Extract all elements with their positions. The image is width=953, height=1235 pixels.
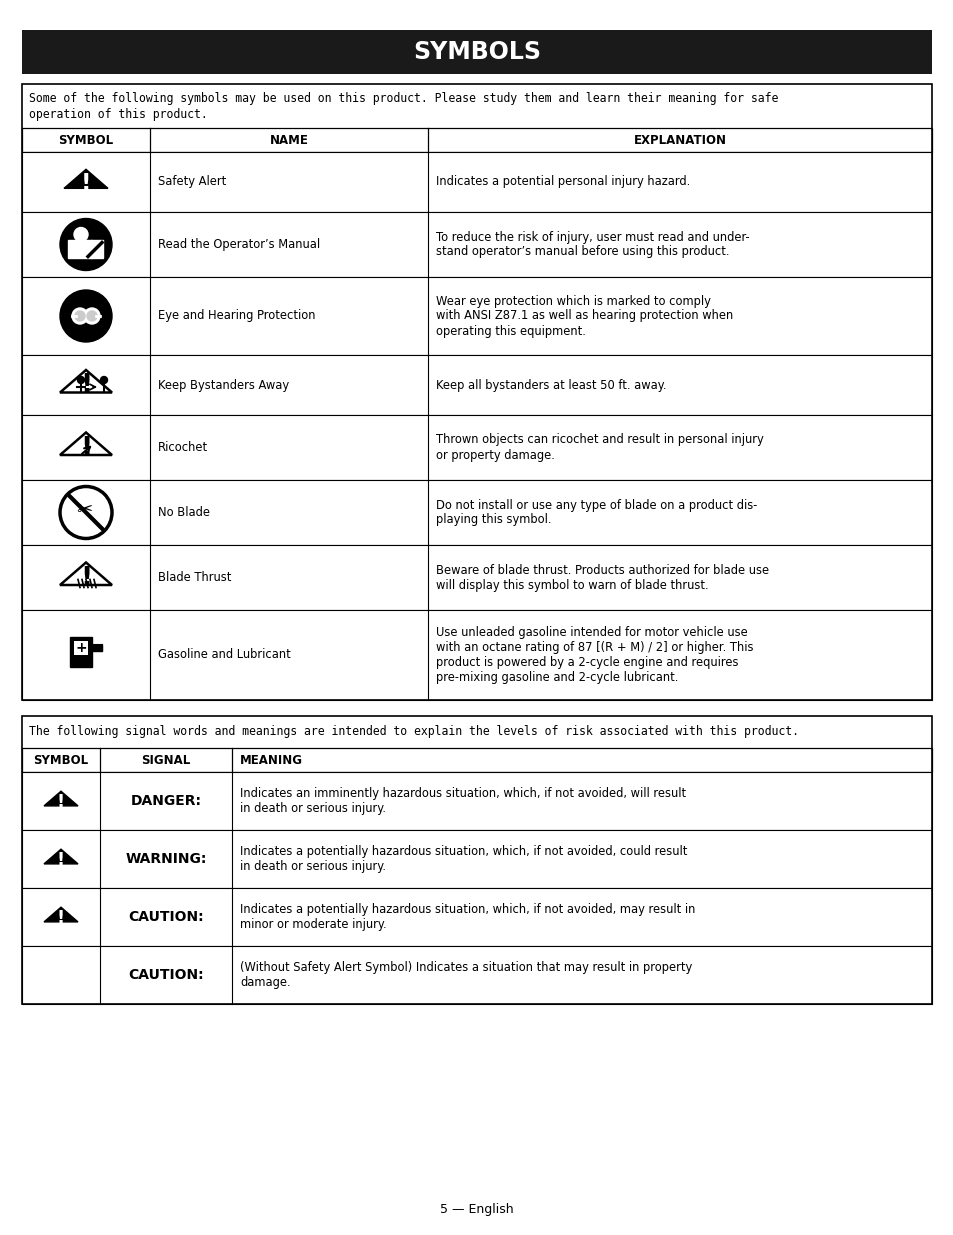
Text: !: !: [80, 373, 92, 399]
Text: EXPLANATION: EXPLANATION: [633, 133, 726, 147]
Text: +: +: [75, 641, 87, 655]
Text: Indicates an imminently hazardous situation, which, if not avoided, will result
: Indicates an imminently hazardous situat…: [240, 787, 685, 815]
Bar: [74, 641, 88, 655]
Text: Keep all bystanders at least 50 ft. away.: Keep all bystanders at least 50 ft. away…: [436, 378, 666, 391]
Bar: [22, 888, 931, 946]
Polygon shape: [44, 908, 78, 921]
Polygon shape: [60, 432, 112, 454]
Text: 5 — English: 5 — English: [439, 1203, 514, 1216]
Bar: [68, 240, 91, 258]
Text: Gasoline and Lubricant: Gasoline and Lubricant: [158, 648, 291, 662]
Text: Do not install or use any type of blade on a product dis-
playing this symbol.: Do not install or use any type of blade …: [436, 499, 757, 526]
Bar: [22, 830, 931, 888]
Circle shape: [84, 308, 100, 324]
Bar: [22, 748, 931, 772]
Text: !: !: [80, 566, 92, 592]
Circle shape: [75, 311, 85, 321]
Circle shape: [100, 377, 108, 384]
Text: operation of this product.: operation of this product.: [29, 107, 208, 121]
Bar: [22, 30, 931, 74]
Text: The following signal words and meanings are intended to explain the levels of ri: The following signal words and meanings …: [29, 725, 799, 739]
Circle shape: [60, 219, 112, 270]
Bar: [22, 480, 931, 545]
Bar: [22, 610, 931, 700]
Text: Thrown objects can ricochet and result in personal injury
or property damage.: Thrown objects can ricochet and result i…: [436, 433, 763, 462]
Text: WARNING:: WARNING:: [125, 852, 207, 866]
Text: Indicates a potentially hazardous situation, which, if not avoided, could result: Indicates a potentially hazardous situat…: [240, 845, 687, 873]
Text: Ricochet: Ricochet: [158, 441, 208, 454]
Polygon shape: [44, 850, 78, 864]
Text: Keep Bystanders Away: Keep Bystanders Away: [158, 378, 289, 391]
Bar: [22, 212, 931, 277]
Circle shape: [60, 290, 112, 342]
Polygon shape: [60, 370, 112, 393]
Bar: [91, 645, 102, 651]
Circle shape: [71, 308, 88, 324]
Bar: [22, 84, 931, 700]
Text: Use unleaded gasoline intended for motor vehicle use
with an octane rating of 87: Use unleaded gasoline intended for motor…: [436, 626, 753, 684]
Circle shape: [87, 311, 97, 321]
Text: SYMBOL: SYMBOL: [58, 133, 113, 147]
Text: MEANING: MEANING: [240, 753, 303, 767]
Circle shape: [74, 227, 88, 242]
Text: No Blade: No Blade: [158, 506, 210, 519]
Polygon shape: [44, 792, 78, 806]
Text: Read the Operator’s Manual: Read the Operator’s Manual: [158, 238, 320, 251]
Bar: [22, 772, 931, 830]
Bar: [22, 415, 931, 480]
Bar: [22, 716, 931, 1004]
Text: Beware of blade thrust. Products authorized for blade use
will display this symb: Beware of blade thrust. Products authori…: [436, 563, 768, 592]
Text: !: !: [81, 172, 91, 195]
Bar: [70, 637, 91, 667]
Text: !: !: [80, 436, 92, 462]
Text: !: !: [57, 851, 65, 868]
Text: SYMBOL: SYMBOL: [33, 753, 89, 767]
Text: Indicates a potentially hazardous situation, which, if not avoided, may result i: Indicates a potentially hazardous situat…: [240, 903, 695, 931]
Bar: [22, 277, 931, 354]
Text: !: !: [57, 793, 65, 811]
Text: SYMBOLS: SYMBOLS: [413, 40, 540, 64]
Text: ✂: ✂: [75, 500, 92, 519]
Polygon shape: [60, 562, 112, 585]
Circle shape: [60, 487, 112, 538]
Bar: [91, 240, 103, 258]
Bar: [22, 354, 931, 415]
Text: Eye and Hearing Protection: Eye and Hearing Protection: [158, 310, 315, 322]
Circle shape: [77, 377, 85, 384]
Text: CAUTION:: CAUTION:: [128, 968, 204, 982]
Text: CAUTION:: CAUTION:: [128, 910, 204, 924]
Text: To reduce the risk of injury, user must read and under-
stand operator’s manual : To reduce the risk of injury, user must …: [436, 231, 749, 258]
Text: DANGER:: DANGER:: [131, 794, 201, 808]
Text: Blade Thrust: Blade Thrust: [158, 571, 232, 584]
Text: Safety Alert: Safety Alert: [158, 175, 226, 189]
Text: Some of the following symbols may be used on this product. Please study them and: Some of the following symbols may be use…: [29, 91, 778, 105]
Text: SIGNAL: SIGNAL: [141, 753, 191, 767]
Text: Indicates a potential personal injury hazard.: Indicates a potential personal injury ha…: [436, 175, 690, 189]
Bar: [22, 946, 931, 1004]
Text: (Without Safety Alert Symbol) Indicates a situation that may result in property
: (Without Safety Alert Symbol) Indicates …: [240, 961, 692, 989]
Text: Wear eye protection which is marked to comply
with ANSI Z87.1 as well as hearing: Wear eye protection which is marked to c…: [436, 294, 733, 337]
Text: !: !: [57, 909, 65, 926]
Bar: [22, 152, 931, 212]
Bar: [22, 545, 931, 610]
Text: NAME: NAME: [270, 133, 308, 147]
Polygon shape: [64, 169, 108, 189]
Bar: [22, 128, 931, 152]
